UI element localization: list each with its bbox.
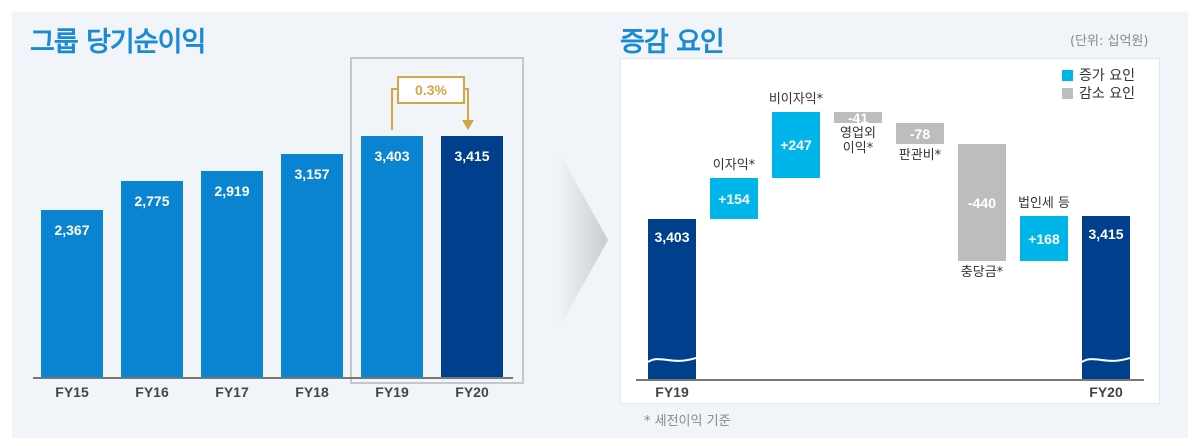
category-label: 판관비* <box>898 147 942 163</box>
total-bar <box>1082 215 1130 380</box>
total-bar <box>648 219 696 380</box>
category-label: 이자익* <box>712 158 756 174</box>
category-label: 법인세 등 <box>1018 196 1070 212</box>
bar-value-label: 3,415 <box>454 147 490 164</box>
bar-value-label: +154 <box>718 190 750 207</box>
x-tick-label: FY17 <box>215 384 249 400</box>
x-tick-label: FY19 <box>655 384 689 400</box>
increase-bar <box>772 112 820 179</box>
axis-break-icon <box>648 357 696 363</box>
waterfall-panel <box>620 58 1160 404</box>
bar <box>281 153 343 378</box>
category-label: 영업외 이익* <box>840 126 876 157</box>
growth-badge: 0.3% <box>397 76 465 104</box>
bar-value-label: 3,403 <box>654 229 690 245</box>
decrease-bar <box>896 123 944 144</box>
x-tick-label: FY18 <box>295 384 329 400</box>
left-title: 그룹 당기순이익 <box>30 27 206 58</box>
bar-value-label: -440 <box>967 194 997 211</box>
legend: 증가 요인 감소 요인 <box>1062 66 1135 102</box>
x-tick-label: FY15 <box>55 384 89 400</box>
increase-bar <box>1020 216 1068 262</box>
legend-item-decrease: 감소 요인 <box>1062 84 1135 102</box>
right-axis <box>636 379 1144 381</box>
bar-value-label: 2,367 <box>54 221 90 238</box>
left-axis <box>33 377 513 379</box>
bar <box>41 209 103 378</box>
bar-value-label: -78 <box>909 125 931 142</box>
legend-label: 증가 요인 <box>1079 68 1135 84</box>
bar-value-label: 3,403 <box>374 148 410 165</box>
x-tick-label: FY19 <box>375 384 409 400</box>
x-tick-label: FY20 <box>455 384 489 400</box>
legend-label: 감소 요인 <box>1079 86 1135 102</box>
axis-break-icon <box>1082 357 1130 363</box>
bar-value-label: 3,415 <box>1088 225 1124 242</box>
increase-bar <box>710 178 758 219</box>
bar <box>121 180 183 378</box>
bar-value-label: +168 <box>1028 230 1060 247</box>
right-title: 증감 요인 <box>620 27 725 58</box>
arrow-divider-icon <box>558 150 608 330</box>
category-label: 충당금* <box>960 265 1004 281</box>
legend-swatch <box>1062 69 1073 81</box>
footnote: * 세전이익 기준 <box>644 414 731 429</box>
decrease-bar <box>834 112 882 124</box>
bar <box>201 170 263 378</box>
category-label: 비이자익* <box>768 92 824 108</box>
bar-value-label: +247 <box>780 137 812 154</box>
bar-value-label: 2,919 <box>214 182 250 199</box>
decrease-bar <box>958 143 1006 262</box>
unit-label: (단위: 십억원) <box>1070 34 1149 49</box>
bar-value-label: 3,157 <box>294 165 330 182</box>
bar <box>441 135 503 378</box>
bar-value-label: 2,775 <box>134 192 170 209</box>
x-tick-label: FY16 <box>135 384 169 400</box>
x-tick-label: FY20 <box>1089 384 1123 400</box>
bar <box>361 136 423 378</box>
legend-swatch <box>1062 87 1073 99</box>
bar-value-label: -41 <box>847 109 869 126</box>
highlight-frame <box>350 57 524 384</box>
legend-item-increase: 증가 요인 <box>1062 66 1135 84</box>
